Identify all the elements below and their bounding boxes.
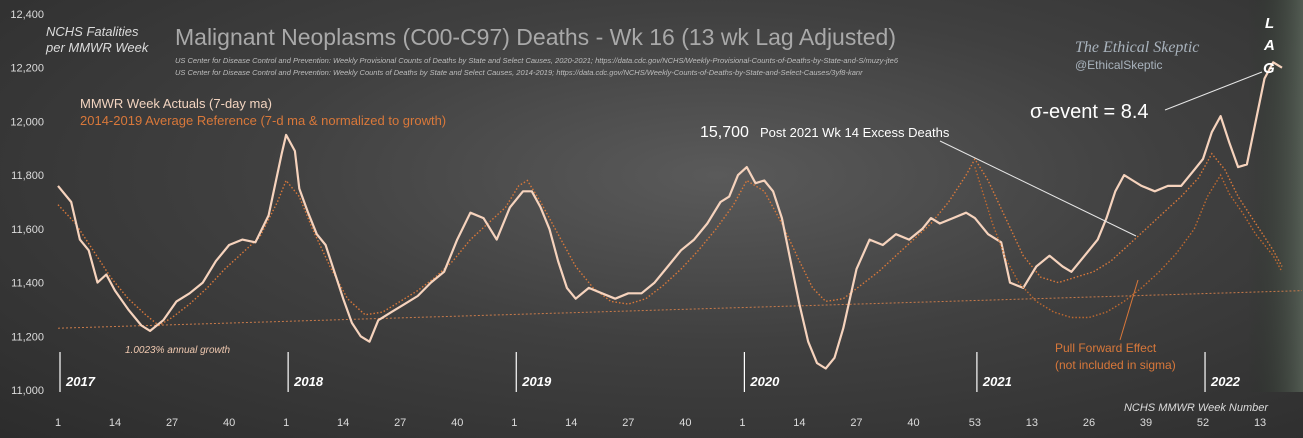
legend-actuals: MMWR Week Actuals (7-day ma) [80,96,272,111]
x-tick-label: 13 [1026,417,1038,429]
x-axis-title: NCHS MMWR Week Number [1124,402,1269,414]
y-tick-label: 11,200 [11,331,44,343]
excess-value: 15,700 [700,124,749,141]
lag-letter-a: A [1263,37,1275,54]
series-pull-forward-line [974,166,1283,319]
brand-name: The Ethical Skeptic [1075,39,1199,56]
x-tick-label: 1 [55,417,61,429]
x-tick-label: 39 [1140,417,1152,429]
lag-letter-l: L [1265,15,1274,32]
pull-forward-label-1: Pull Forward Effect [1055,341,1157,355]
y-tick-label: 11,400 [11,278,44,290]
x-tick-label: 52 [1197,417,1209,429]
x-tick-label: 27 [394,417,406,429]
y-tick-label: 12,400 [10,9,44,21]
x-tick-label: 40 [451,417,463,429]
y-axis-title-line1: NCHS Fatalities [46,24,139,39]
y-tick-label: 12,200 [10,63,44,75]
year-label: 2018 [293,374,324,389]
x-tick-label: 14 [793,417,805,429]
x-tick-label: 27 [622,417,634,429]
x-tick-label: 13 [1254,417,1266,429]
x-tick-label: 1 [283,417,289,429]
year-label: 2021 [982,374,1012,389]
year-label: 2019 [521,374,552,389]
year-markers: 2017 2018 2019 2020 2021 2022 [59,352,1241,392]
sigma-annotation-line [1164,71,1263,111]
y-axis-title-line2: per MMWR Week [45,40,150,55]
lag-shade [1248,0,1303,392]
x-tick-label: 40 [907,417,919,429]
source-line-2: US Center for Disease Control and Preven… [175,68,863,77]
x-axis-ticks: 1 14 27 40 1 14 27 40 1 14 27 40 1 14 27 40 53 13 26 39 52 13 [55,417,1266,429]
y-tick-label: 11,000 [11,385,44,397]
x-tick-label: 53 [969,417,981,429]
sigma-label: σ-event = 8.4 [1030,101,1149,123]
growth-note: 1.0023% annual growth [125,345,231,356]
x-tick-label: 26 [1083,417,1095,429]
lag-letter-g: G [1263,60,1275,77]
y-tick-label: 11,600 [11,224,44,236]
x-tick-label: 14 [565,417,577,429]
year-label: 2022 [1210,374,1241,389]
source-line-1: US Center for Disease Control and Preven… [175,56,899,65]
y-axis-ticks: 11,000 11,200 11,400 11,600 11,800 12,000 12,2… [10,9,44,397]
pull-forward-label-2: (not included in sigma) [1055,358,1176,372]
x-tick-label: 14 [337,417,349,429]
x-tick-label: 40 [223,417,235,429]
year-label: 2017 [65,374,96,389]
brand-handle: @EthicalSkeptic [1075,58,1163,72]
x-tick-label: 27 [850,417,862,429]
x-tick-label: 40 [679,417,691,429]
excess-annotation-line [939,140,1137,237]
x-tick-label: 14 [109,417,121,429]
series-actuals-line [57,61,1283,370]
year-label: 2020 [749,374,780,389]
chart-title: Malignant Neoplasms (C00-C97) Deaths - W… [175,24,896,50]
trend-line [57,290,1303,329]
x-tick-label: 27 [166,417,178,429]
excess-label: Post 2021 Wk 14 Excess Deaths [760,125,950,140]
pull-forward-annotation-line [1119,279,1139,341]
x-tick-label: 1 [511,417,517,429]
y-tick-label: 11,800 [11,170,44,182]
y-tick-label: 12,000 [10,116,44,128]
legend-reference: 2014-2019 Average Reference (7-d ma & no… [80,113,446,128]
series-reference-line [57,152,1283,327]
x-tick-label: 1 [739,417,745,429]
